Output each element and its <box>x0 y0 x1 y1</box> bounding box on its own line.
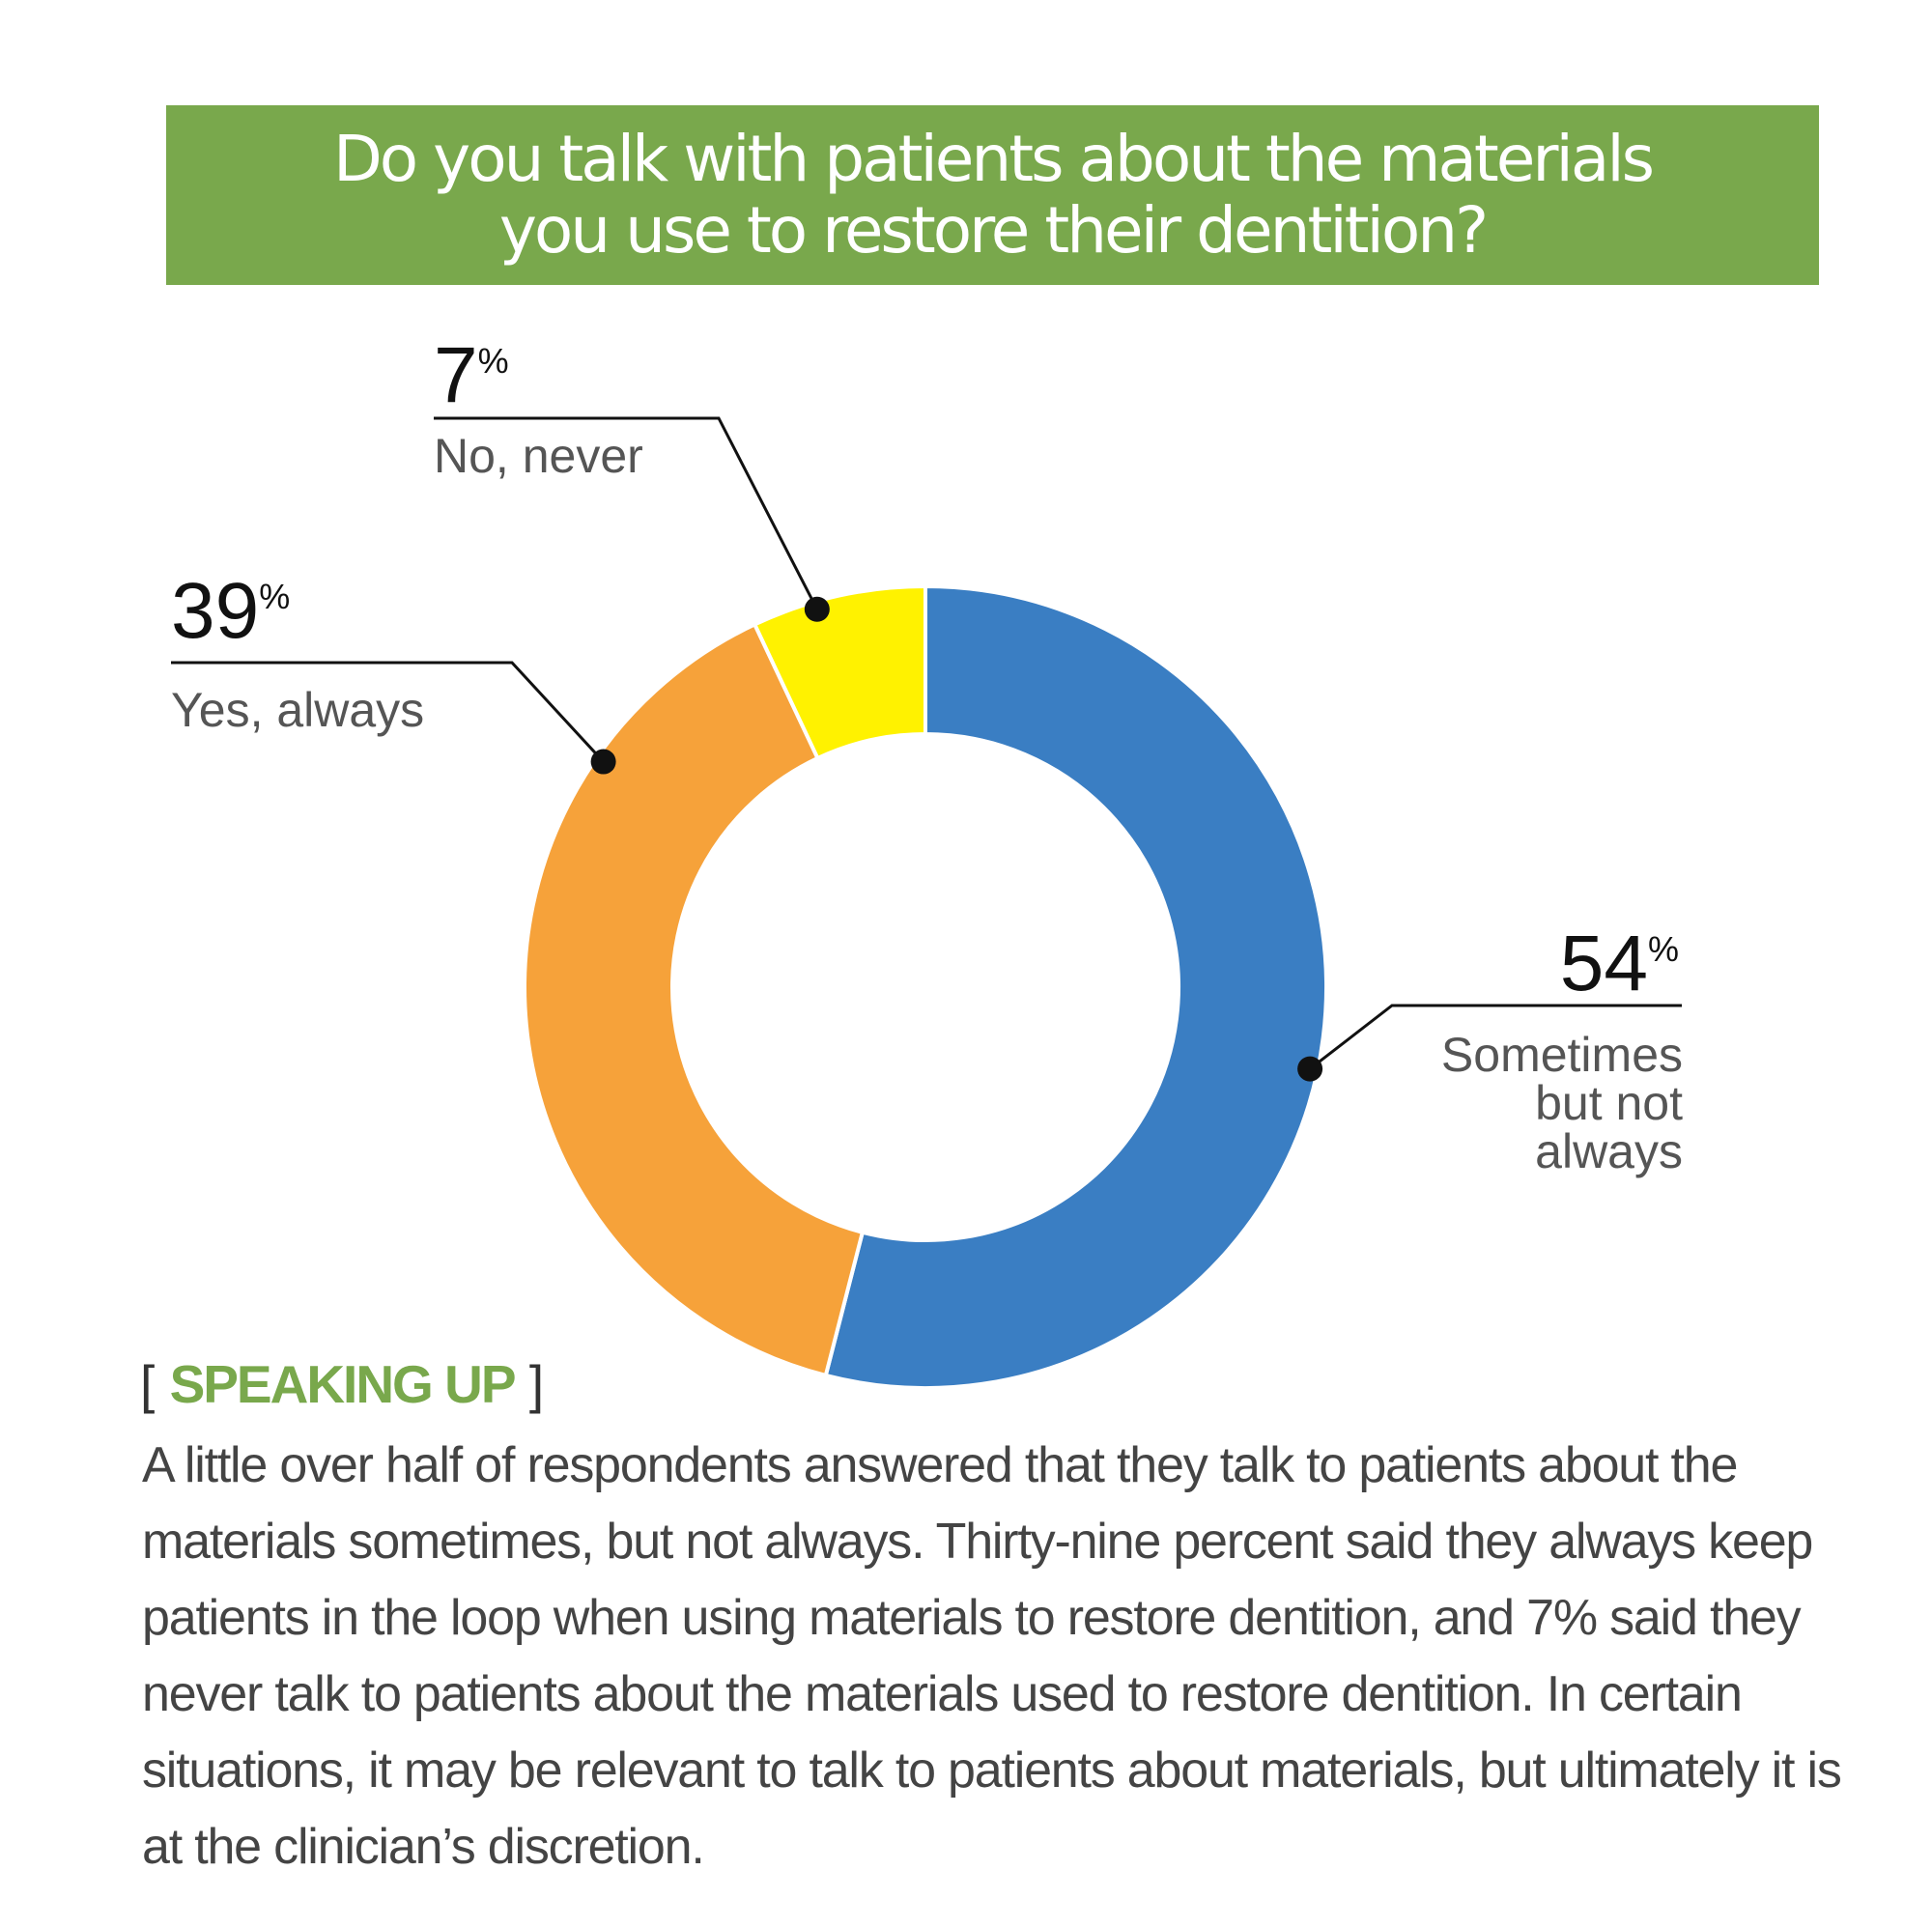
chart-title-banner: Do you talk with patients about the mate… <box>166 105 1819 285</box>
pie-slice-2 <box>752 583 927 761</box>
section-heading: [ SPEAKING UP ] <box>140 1350 544 1418</box>
close-bracket: ] <box>528 1354 545 1414</box>
slice-label-1-line-0: Yes, always <box>171 683 424 737</box>
leader-line-0 <box>1309 1004 1682 1070</box>
slice-label-2-line-0: No, never <box>434 429 643 483</box>
leader-dot-1 <box>590 749 616 775</box>
slice-label-0-line-1: but not <box>1535 1076 1683 1130</box>
data-label-2: 7% <box>434 331 509 419</box>
open-bracket: [ <box>140 1354 156 1414</box>
data-label-1: 39% <box>171 567 290 655</box>
body-paragraph: A little over half of respondents answer… <box>142 1437 1842 1875</box>
leader-dot-2 <box>804 596 830 622</box>
leader-line-2 <box>434 416 819 610</box>
chart-title: Do you talk with patients about the mate… <box>332 122 1655 268</box>
data-label-0: 54% <box>1560 920 1679 1007</box>
pie-slice-1 <box>523 621 866 1378</box>
slices-layer <box>523 583 1328 1390</box>
slice-label-0-line-2: always <box>1535 1124 1683 1178</box>
leader-line-1 <box>171 661 605 763</box>
leader-dot-0 <box>1297 1056 1323 1082</box>
pie-slice-0 <box>823 583 1328 1390</box>
slice-label-0-line-0: Sometimes <box>1441 1028 1683 1082</box>
section-heading-text: SPEAKING UP <box>169 1354 517 1414</box>
